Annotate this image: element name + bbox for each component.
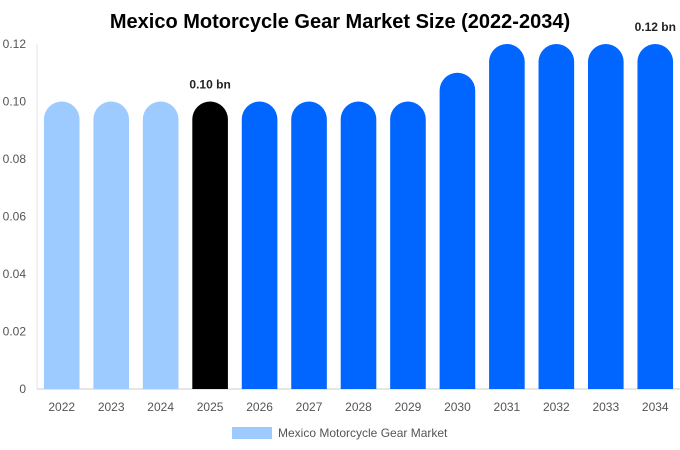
y-tick-label: 0.04 (3, 267, 27, 281)
x-tick-label: 2026 (246, 400, 273, 414)
bar-2023[interactable] (93, 101, 129, 390)
legend[interactable]: Mexico Motorcycle Gear Market (232, 426, 448, 440)
data-labels: 0.10 bn 0.12 bn (189, 20, 676, 92)
x-tick-label: 2028 (345, 400, 372, 414)
bar-2033[interactable] (588, 43, 624, 389)
y-tick-label: 0.12 (3, 37, 27, 51)
x-axis-ticks: 2022 2023 2024 2025 2026 2027 2028 2029 2030 2031… (48, 400, 669, 414)
data-label: 0.10 bn (189, 78, 230, 92)
x-tick-label: 2022 (48, 400, 75, 414)
x-tick-label: 2025 (197, 400, 224, 414)
bar-2027[interactable] (291, 101, 327, 389)
bar-2032[interactable] (538, 43, 575, 389)
bar-2028[interactable] (340, 101, 377, 389)
x-tick-label: 2032 (543, 400, 570, 414)
x-tick-label: 2033 (592, 400, 619, 414)
bar-2022[interactable] (43, 101, 80, 389)
x-tick-label: 2034 (642, 400, 669, 414)
y-tick-label: 0.10 (3, 95, 27, 109)
y-tick-label: 0.06 (3, 210, 27, 224)
chart-title: Mexico Motorcycle Gear Market Size (2022… (110, 11, 570, 33)
bar-2034[interactable] (637, 43, 674, 389)
x-tick-label: 2023 (98, 400, 125, 414)
x-tick-label: 2030 (444, 400, 471, 414)
y-tick-label: 0.08 (3, 152, 27, 166)
bar-2025[interactable] (192, 101, 228, 389)
x-tick-label: 2027 (296, 400, 323, 414)
x-tick-label: 2031 (494, 400, 521, 414)
bar-2030[interactable] (439, 72, 476, 389)
data-label: 0.12 bn (635, 20, 676, 34)
legend-label: Mexico Motorcycle Gear Market (278, 426, 448, 440)
y-axis-ticks: 0 0.02 0.04 0.06 0.08 0.10 0.12 (3, 37, 27, 396)
x-tick-label: 2029 (395, 400, 422, 414)
y-tick-label: 0 (19, 382, 26, 396)
bar-2026[interactable] (241, 101, 278, 390)
x-tick-label: 2024 (147, 400, 174, 414)
bar-2031[interactable] (489, 43, 525, 389)
bars (43, 43, 674, 390)
y-tick-label: 0.02 (3, 325, 27, 339)
legend-swatch (232, 427, 272, 439)
bar-2024[interactable] (142, 101, 179, 390)
bar-2029[interactable] (390, 101, 426, 389)
